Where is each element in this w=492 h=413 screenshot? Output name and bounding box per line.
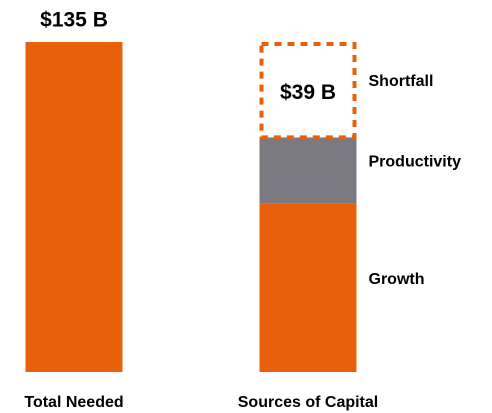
x-tick-label: Sources of Capital <box>238 394 378 411</box>
value-label: $39 B <box>280 81 336 104</box>
bar-segment <box>259 203 357 372</box>
value-label: $135 B <box>40 9 108 32</box>
bar-segment <box>25 42 123 372</box>
series-label: Productivity <box>369 154 462 171</box>
bar-segment <box>259 42 357 140</box>
series-label: Shortfall <box>369 73 434 90</box>
x-tick-label: Total Needed <box>24 394 123 411</box>
bar-segment <box>259 137 357 204</box>
series-label: Growth <box>369 271 425 288</box>
